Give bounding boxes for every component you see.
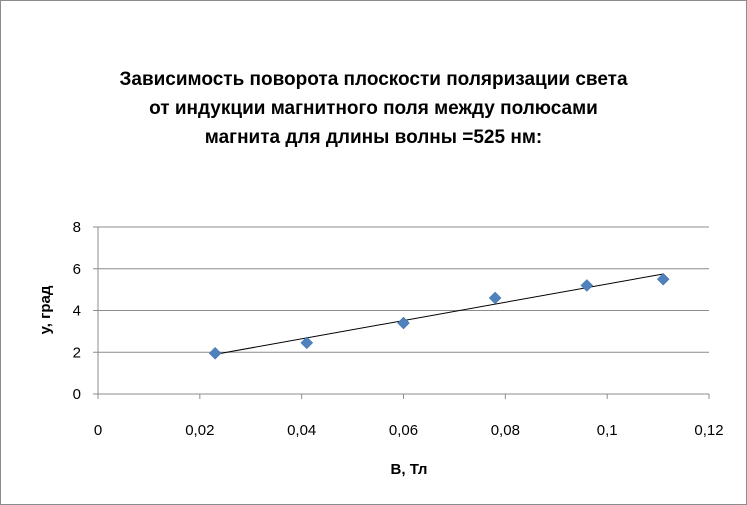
trendline: [215, 273, 664, 355]
gridlines: [98, 226, 709, 353]
y-tick-label: 8: [73, 219, 81, 236]
y-tick-label: 6: [73, 261, 81, 278]
y-tick-label: 4: [73, 303, 81, 320]
y-axis-label: у, град: [37, 285, 54, 334]
x-axis-label: B, Тл: [391, 461, 428, 478]
tick-labels: 0 2 4 6 8 0 0,02 0,04 0,06 0,08 0,1 0,12: [73, 219, 724, 439]
data-point: [397, 316, 410, 330]
data-point: [208, 346, 222, 360]
chart-title-line-3: магнита для длины волны =525 нм:: [204, 127, 543, 148]
x-tick-label: 0,04: [287, 422, 316, 439]
x-tick-label: 0,08: [491, 422, 520, 439]
x-tick-label: 0,12: [694, 422, 723, 439]
axes: [93, 226, 710, 399]
x-tick-label: 0,02: [185, 422, 214, 439]
data-point: [488, 291, 502, 305]
data-point: [300, 336, 314, 350]
chart-title-line-1: Зависимость поворота плоскости поляризац…: [119, 69, 628, 90]
trendline-group: [215, 273, 664, 355]
y-tick-label: 2: [73, 344, 81, 361]
chart-title: Зависимость поворота плоскости поляризац…: [1, 65, 746, 152]
data-point: [580, 279, 594, 292]
chart-title-line-2: от индукции магнитного поля между полюса…: [149, 98, 598, 119]
x-tick-label: 0: [94, 422, 102, 439]
data-points: [208, 272, 670, 360]
x-tick-label: 0,1: [597, 422, 618, 439]
y-tick-label: 0: [73, 386, 81, 403]
data-point: [656, 272, 670, 286]
x-tick-label: 0,06: [389, 422, 418, 439]
